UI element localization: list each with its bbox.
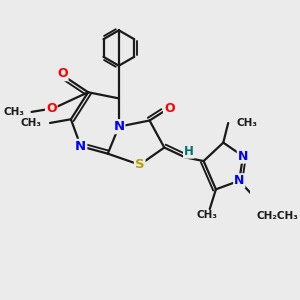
- Text: S: S: [135, 158, 145, 171]
- Text: O: O: [57, 67, 68, 80]
- Text: CH₃: CH₃: [197, 210, 218, 220]
- Text: CH₂CH₃: CH₂CH₃: [256, 212, 298, 221]
- Text: N: N: [234, 174, 244, 187]
- Text: O: O: [164, 102, 175, 115]
- Text: CH₃: CH₃: [237, 118, 258, 128]
- Text: O: O: [46, 102, 57, 115]
- Text: N: N: [238, 150, 248, 163]
- Text: H: H: [184, 145, 194, 158]
- Text: N: N: [113, 120, 124, 133]
- Text: CH₃: CH₃: [20, 118, 41, 128]
- Text: N: N: [75, 140, 86, 153]
- Text: CH₃: CH₃: [3, 107, 24, 117]
